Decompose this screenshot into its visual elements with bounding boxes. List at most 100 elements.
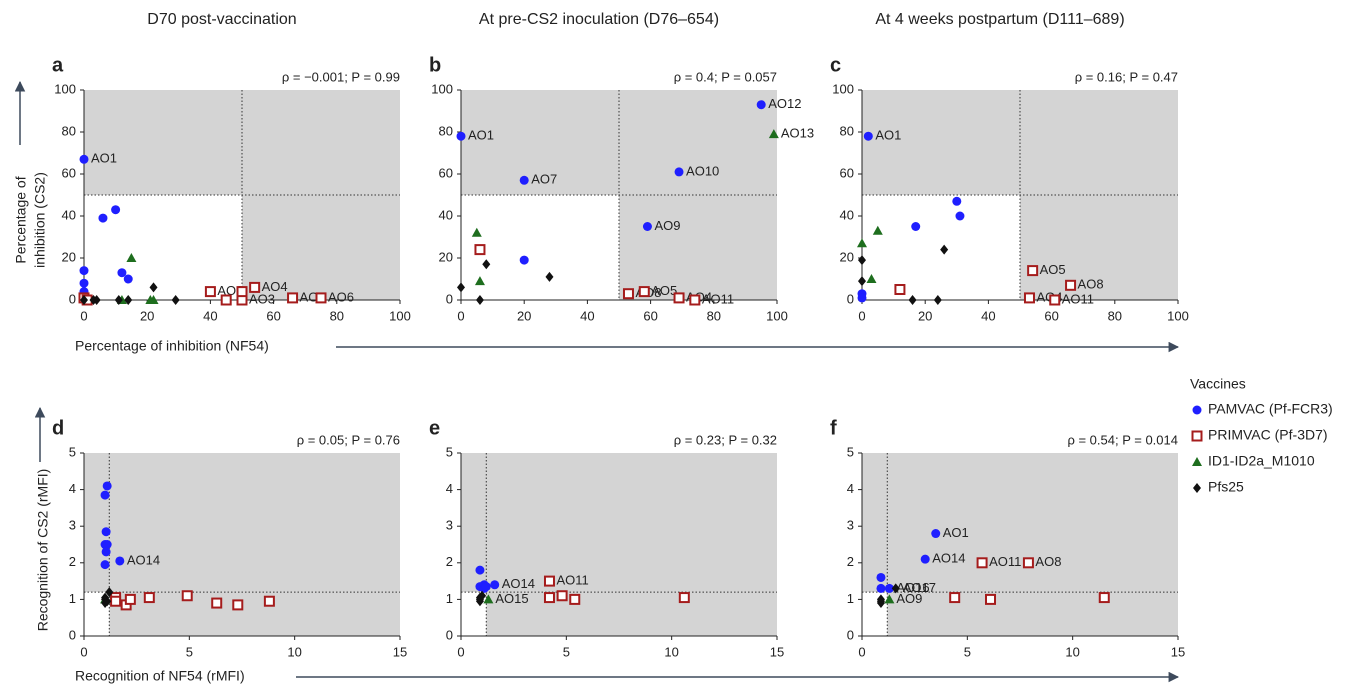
point <box>674 167 684 177</box>
x-tick-label: 20 <box>918 308 932 323</box>
y-tick-label: 1 <box>446 591 453 606</box>
x-tick-label: 60 <box>1044 308 1058 323</box>
point <box>543 575 555 587</box>
y-tick-label: 20 <box>62 249 76 264</box>
point-label: AO1 <box>875 128 901 143</box>
point <box>866 274 877 283</box>
y-tick-label: 5 <box>69 444 76 459</box>
point <box>232 599 244 611</box>
y-tick-label: 4 <box>446 481 453 496</box>
x-axis-label: Recognition of NF54 (rMFI) <box>75 668 245 684</box>
panel-letter: b <box>429 54 441 76</box>
panel-letter: a <box>52 54 64 76</box>
column-title: At 4 weeks postpartum (D111–689) <box>875 11 1124 28</box>
point <box>857 293 867 303</box>
point <box>569 593 581 605</box>
point <box>111 205 121 215</box>
shaded-region <box>109 592 400 636</box>
point <box>475 565 485 575</box>
shaded-region <box>84 453 400 593</box>
point <box>545 271 554 282</box>
point-label: AO17 <box>903 580 936 595</box>
point-label: AO11 <box>556 573 588 588</box>
point <box>872 225 883 235</box>
point <box>148 295 159 304</box>
y-tick-label: 60 <box>439 165 453 180</box>
y-tick-label: 0 <box>446 627 453 642</box>
point <box>80 295 88 305</box>
point <box>891 583 900 594</box>
point-label: AO5 <box>1040 262 1066 277</box>
point <box>876 572 886 582</box>
point <box>955 211 965 221</box>
x-tick-label: 10 <box>287 644 301 659</box>
point <box>858 255 866 266</box>
y-tick-label: 1 <box>847 591 854 606</box>
y-tick-label: 20 <box>439 249 453 264</box>
x-tick-label: 20 <box>140 308 154 323</box>
point <box>857 238 867 248</box>
legend-label: PRIMVAC (Pf-3D7) <box>1208 427 1328 443</box>
point <box>100 490 110 500</box>
x-tick-label: 15 <box>770 644 784 659</box>
point <box>143 592 155 604</box>
stats: ρ = 0.16; P = 0.47 <box>1075 69 1178 84</box>
panel-letter: c <box>830 54 841 76</box>
point <box>475 295 484 305</box>
point <box>100 560 110 570</box>
y-axis-label: inhibition (CS2) <box>32 172 48 268</box>
point <box>287 292 299 304</box>
y-tick-label: 100 <box>54 81 76 96</box>
point-label: AO8 <box>1078 277 1104 292</box>
point-label: AO8 <box>1035 554 1061 569</box>
x-tick-label: 15 <box>393 644 407 659</box>
point <box>884 594 895 604</box>
x-tick-label: 10 <box>664 644 678 659</box>
x-tick-label: 5 <box>186 644 193 659</box>
x-tick-label: 80 <box>330 308 344 323</box>
point <box>171 295 180 305</box>
point-label: AO7 <box>531 172 557 187</box>
point <box>101 547 111 557</box>
point <box>126 253 137 262</box>
point <box>117 268 127 278</box>
point <box>102 481 112 491</box>
point-label: AO11 <box>989 554 1021 569</box>
point <box>110 595 122 607</box>
y-axis-label: Recognition of CS2 (rMFI) <box>35 469 51 632</box>
point <box>1023 292 1035 304</box>
point <box>1065 279 1077 291</box>
point <box>519 255 529 265</box>
y-tick-label: 3 <box>847 518 854 533</box>
y-tick-label: 0 <box>69 627 76 642</box>
point <box>124 593 136 605</box>
y-tick-label: 3 <box>446 518 453 533</box>
point-label: AO12 <box>768 96 801 111</box>
point <box>543 592 555 604</box>
point <box>124 295 133 305</box>
y-tick-label: 80 <box>840 123 854 138</box>
x-tick-label: 0 <box>457 644 464 659</box>
point-label: AO16 <box>896 580 929 595</box>
point <box>673 292 685 304</box>
point <box>149 282 158 293</box>
point <box>471 227 482 237</box>
legend-marker <box>1192 457 1202 466</box>
x-tick-label: 0 <box>858 644 865 659</box>
stats: ρ = 0.4; P = 0.057 <box>674 69 777 84</box>
x-tick-label: 40 <box>203 308 217 323</box>
point-label: AO11 <box>1062 291 1094 306</box>
shaded-region <box>242 195 400 300</box>
point <box>315 292 327 304</box>
point <box>756 100 766 110</box>
shaded-region <box>887 592 1178 636</box>
y-tick-label: 4 <box>69 481 76 496</box>
shaded-region <box>619 195 777 300</box>
point <box>92 295 101 305</box>
y-tick-label: 0 <box>847 627 854 642</box>
y-tick-label: 2 <box>847 554 854 569</box>
point-label: AO11 <box>702 291 734 306</box>
y-tick-label: 80 <box>439 123 453 138</box>
point <box>920 554 930 564</box>
point <box>933 295 942 305</box>
